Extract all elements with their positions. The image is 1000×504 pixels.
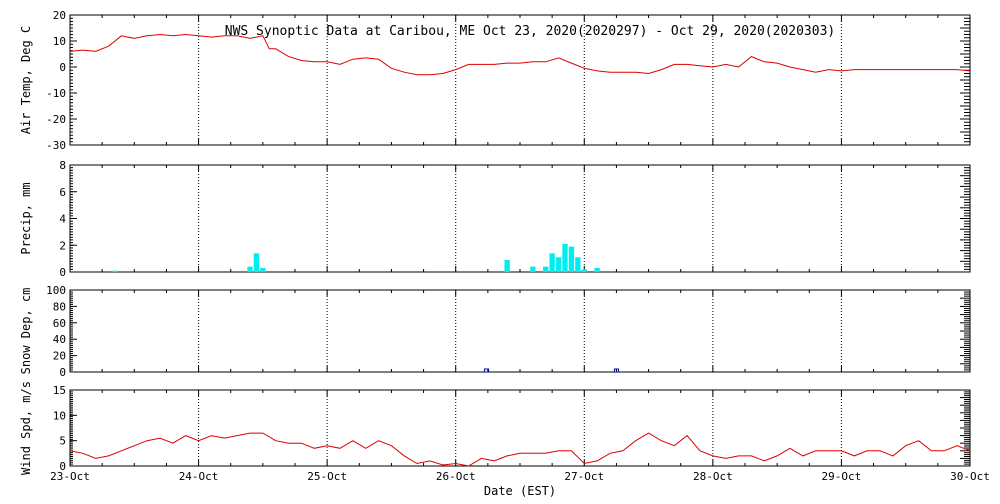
y-tick-label: 0 <box>59 61 66 74</box>
x-tick-label: 26-Oct <box>436 470 476 483</box>
y-axis-label: Wind Spd, m/s <box>19 381 33 475</box>
y-tick-label: 0 <box>59 266 66 279</box>
y-tick-label: 10 <box>53 409 66 422</box>
panel-air_temp: -30 -20 -10 0 10 20 Air Temp, Deg C <box>19 9 971 152</box>
y-axis-label: Air Temp, Deg C <box>19 26 33 134</box>
y-tick-label: -30 <box>46 139 66 152</box>
precip-bar <box>504 259 510 272</box>
air_temp-series-line <box>69 33 971 76</box>
panel-precip: 0 2 4 6 8 Precip, mm <box>19 159 971 279</box>
y-tick-label: 80 <box>53 300 66 313</box>
snow-depth-mark <box>484 368 490 373</box>
precip-bar <box>549 253 555 272</box>
y-tick-label: 0 <box>59 366 66 379</box>
precip-bar <box>543 266 549 272</box>
y-tick-label: 100 <box>46 284 66 297</box>
y-axis-label: Snow Dep, cm <box>19 288 33 375</box>
precip-bar <box>562 243 568 272</box>
y-tick-label: 2 <box>59 239 66 252</box>
precip-bar <box>594 267 600 272</box>
y-tick-label: 6 <box>59 186 66 199</box>
chart-title: NWS Synoptic Data at Caribou, ME Oct 23,… <box>225 24 835 39</box>
precip-bar <box>575 257 581 272</box>
precip-bar <box>555 257 562 272</box>
panel-wind_speed: 0 5 10 15 Wind Spd, m/s <box>19 381 971 475</box>
x-tick-label: 24-Oct <box>179 470 219 483</box>
precip-bar <box>112 270 118 272</box>
x-tick-label: 27-Oct <box>564 470 604 483</box>
y-tick-label: 20 <box>53 350 66 363</box>
y-tick-label: 20 <box>53 9 66 22</box>
y-tick-label: 60 <box>53 317 66 330</box>
panel-snow_depth: 0 20 40 60 80 100 Snow Dep, cm <box>19 284 971 379</box>
precip-bar <box>581 269 587 272</box>
precip-bar <box>260 267 266 272</box>
y-tick-label: -20 <box>46 113 66 126</box>
y-tick-label: 5 <box>59 435 66 448</box>
plot-frame <box>69 389 971 467</box>
x-tick-label: 25-Oct <box>307 470 347 483</box>
precip-bar <box>253 253 260 272</box>
wind_speed-series-line <box>69 432 971 467</box>
y-tick-label: 15 <box>53 384 66 397</box>
precip-bar <box>568 246 575 272</box>
precip-bar <box>530 266 536 272</box>
panels: -30 -20 -10 0 10 20 Air Temp, Deg C 0 2 4 6 8 Precip… <box>19 9 990 483</box>
y-axis-label: Precip, mm <box>19 182 33 254</box>
x-tick-label: 28-Oct <box>693 470 733 483</box>
snow-depth-mark <box>613 368 619 373</box>
y-tick-label: 4 <box>59 213 66 226</box>
precip-bar <box>247 266 253 272</box>
y-tick-label: 8 <box>59 159 66 172</box>
plot-frame <box>69 164 971 273</box>
y-tick-label: 40 <box>53 333 66 346</box>
x-tick-label: 30-Oct <box>950 470 990 483</box>
y-tick-label: 10 <box>53 35 66 48</box>
x-tick-label: 23-Oct <box>50 470 90 483</box>
x-tick-label: 29-Oct <box>822 470 862 483</box>
x-axis-label: Date (EST) <box>484 484 556 498</box>
plot-frame <box>69 289 971 373</box>
y-tick-label: 0 <box>59 460 66 473</box>
y-tick-label: -10 <box>46 87 66 100</box>
